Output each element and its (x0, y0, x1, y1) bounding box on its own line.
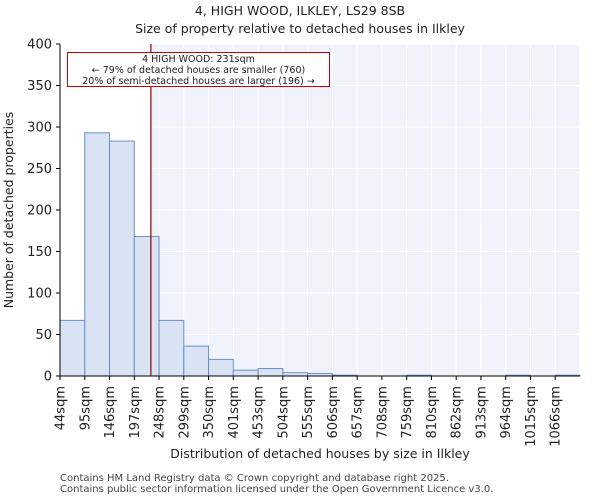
histogram-bar (158, 319, 185, 377)
annotation-smaller-line: ← 79% of detached houses are smaller (76… (91, 65, 306, 76)
x-tick-label: 453sqm (252, 386, 267, 439)
property-annotation-box: 4 HIGH WOOD: 231sqm ← 79% of detached ho… (67, 52, 330, 87)
x-tick-label: 913sqm (474, 386, 489, 439)
y-tick-label: 150 (27, 245, 52, 260)
x-tick-label: 1015sqm (524, 386, 539, 447)
x-tick-label: 504sqm (276, 386, 291, 439)
footer-licence: Contains public sector information licen… (60, 484, 494, 495)
y-axis-label: Number of detached properties (1, 112, 16, 309)
histogram-bar (257, 368, 284, 377)
footer-copyright: Contains HM Land Registry data © Crown c… (60, 473, 449, 484)
x-tick-label: 248sqm (153, 386, 168, 439)
x-tick-label: 810sqm (425, 386, 440, 439)
histogram-bar (109, 140, 135, 377)
histogram-bar (208, 358, 234, 377)
x-axis-label: Distribution of detached houses by size … (170, 446, 470, 461)
histogram-bar (183, 345, 210, 377)
x-tick-label: 146sqm (103, 386, 118, 439)
histogram-bar (84, 132, 111, 377)
x-tick-label: 299sqm (177, 386, 192, 439)
chart-title: Size of property relative to detached ho… (135, 21, 465, 36)
x-tick-label: 606sqm (326, 386, 341, 439)
x-tick-label: 555sqm (301, 386, 316, 439)
y-tick-label: 0 (44, 370, 52, 385)
histogram-bar (133, 236, 160, 377)
x-tick-label: 197sqm (128, 386, 143, 439)
y-tick-label: 250 (27, 162, 52, 177)
x-tick-label: 44sqm (54, 386, 69, 430)
x-tick-label: 401sqm (227, 386, 242, 439)
y-tick-label: 50 (35, 328, 52, 343)
x-tick-label: 657sqm (351, 386, 366, 439)
histogram-bar (59, 319, 86, 377)
y-tick-label: 100 (27, 287, 52, 302)
x-tick-label: 862sqm (450, 386, 465, 439)
annotation-property-line: 4 HIGH WOOD: 231sqm (142, 54, 255, 65)
y-tick-label: 350 (27, 79, 52, 94)
x-tick-label: 350sqm (202, 386, 217, 439)
chart-title-address: 4, HIGH WOOD, ILKLEY, LS29 8SB (194, 3, 406, 18)
x-tick-label: 95sqm (78, 386, 93, 430)
histogram-bar (232, 369, 259, 377)
x-tick-label: 708sqm (375, 386, 390, 439)
annotation-larger-line: 20% of semi-detached houses are larger (… (82, 76, 315, 87)
y-tick-label: 400 (27, 38, 52, 53)
x-tick-label: 1066sqm (549, 386, 564, 447)
y-tick-label: 300 (27, 121, 52, 136)
y-tick-label: 200 (27, 204, 52, 219)
x-tick-label: 964sqm (499, 386, 514, 439)
x-tick-label: 759sqm (400, 386, 415, 439)
